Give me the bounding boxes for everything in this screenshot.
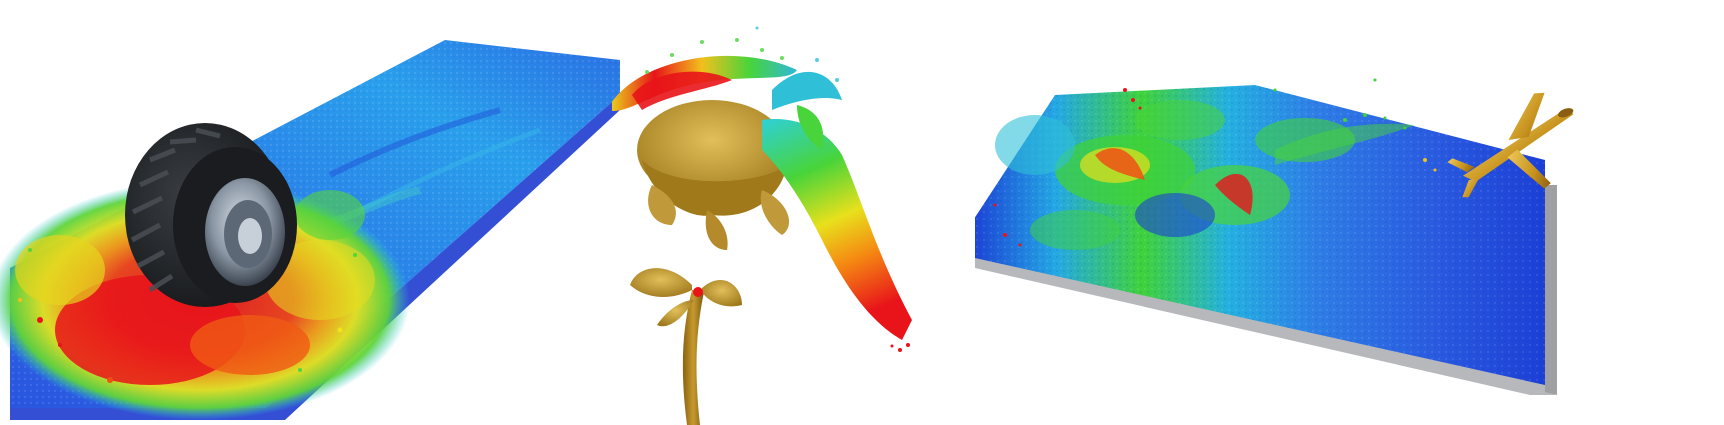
fluid-surface [975,85,1545,385]
pool-scene-svg [975,78,1574,395]
airplane [1447,92,1574,198]
cloth-sheet [612,26,912,352]
flower-scene-svg [612,26,912,425]
tire-scene-svg [0,40,620,420]
flower-head [637,100,790,250]
flower-stem [682,290,704,425]
pool-scene [975,0,1724,425]
tire [125,123,297,307]
flower-leaves [630,268,742,327]
spray-particles [993,78,1437,247]
flower-scene [612,0,1012,425]
tire-scene [0,0,625,425]
